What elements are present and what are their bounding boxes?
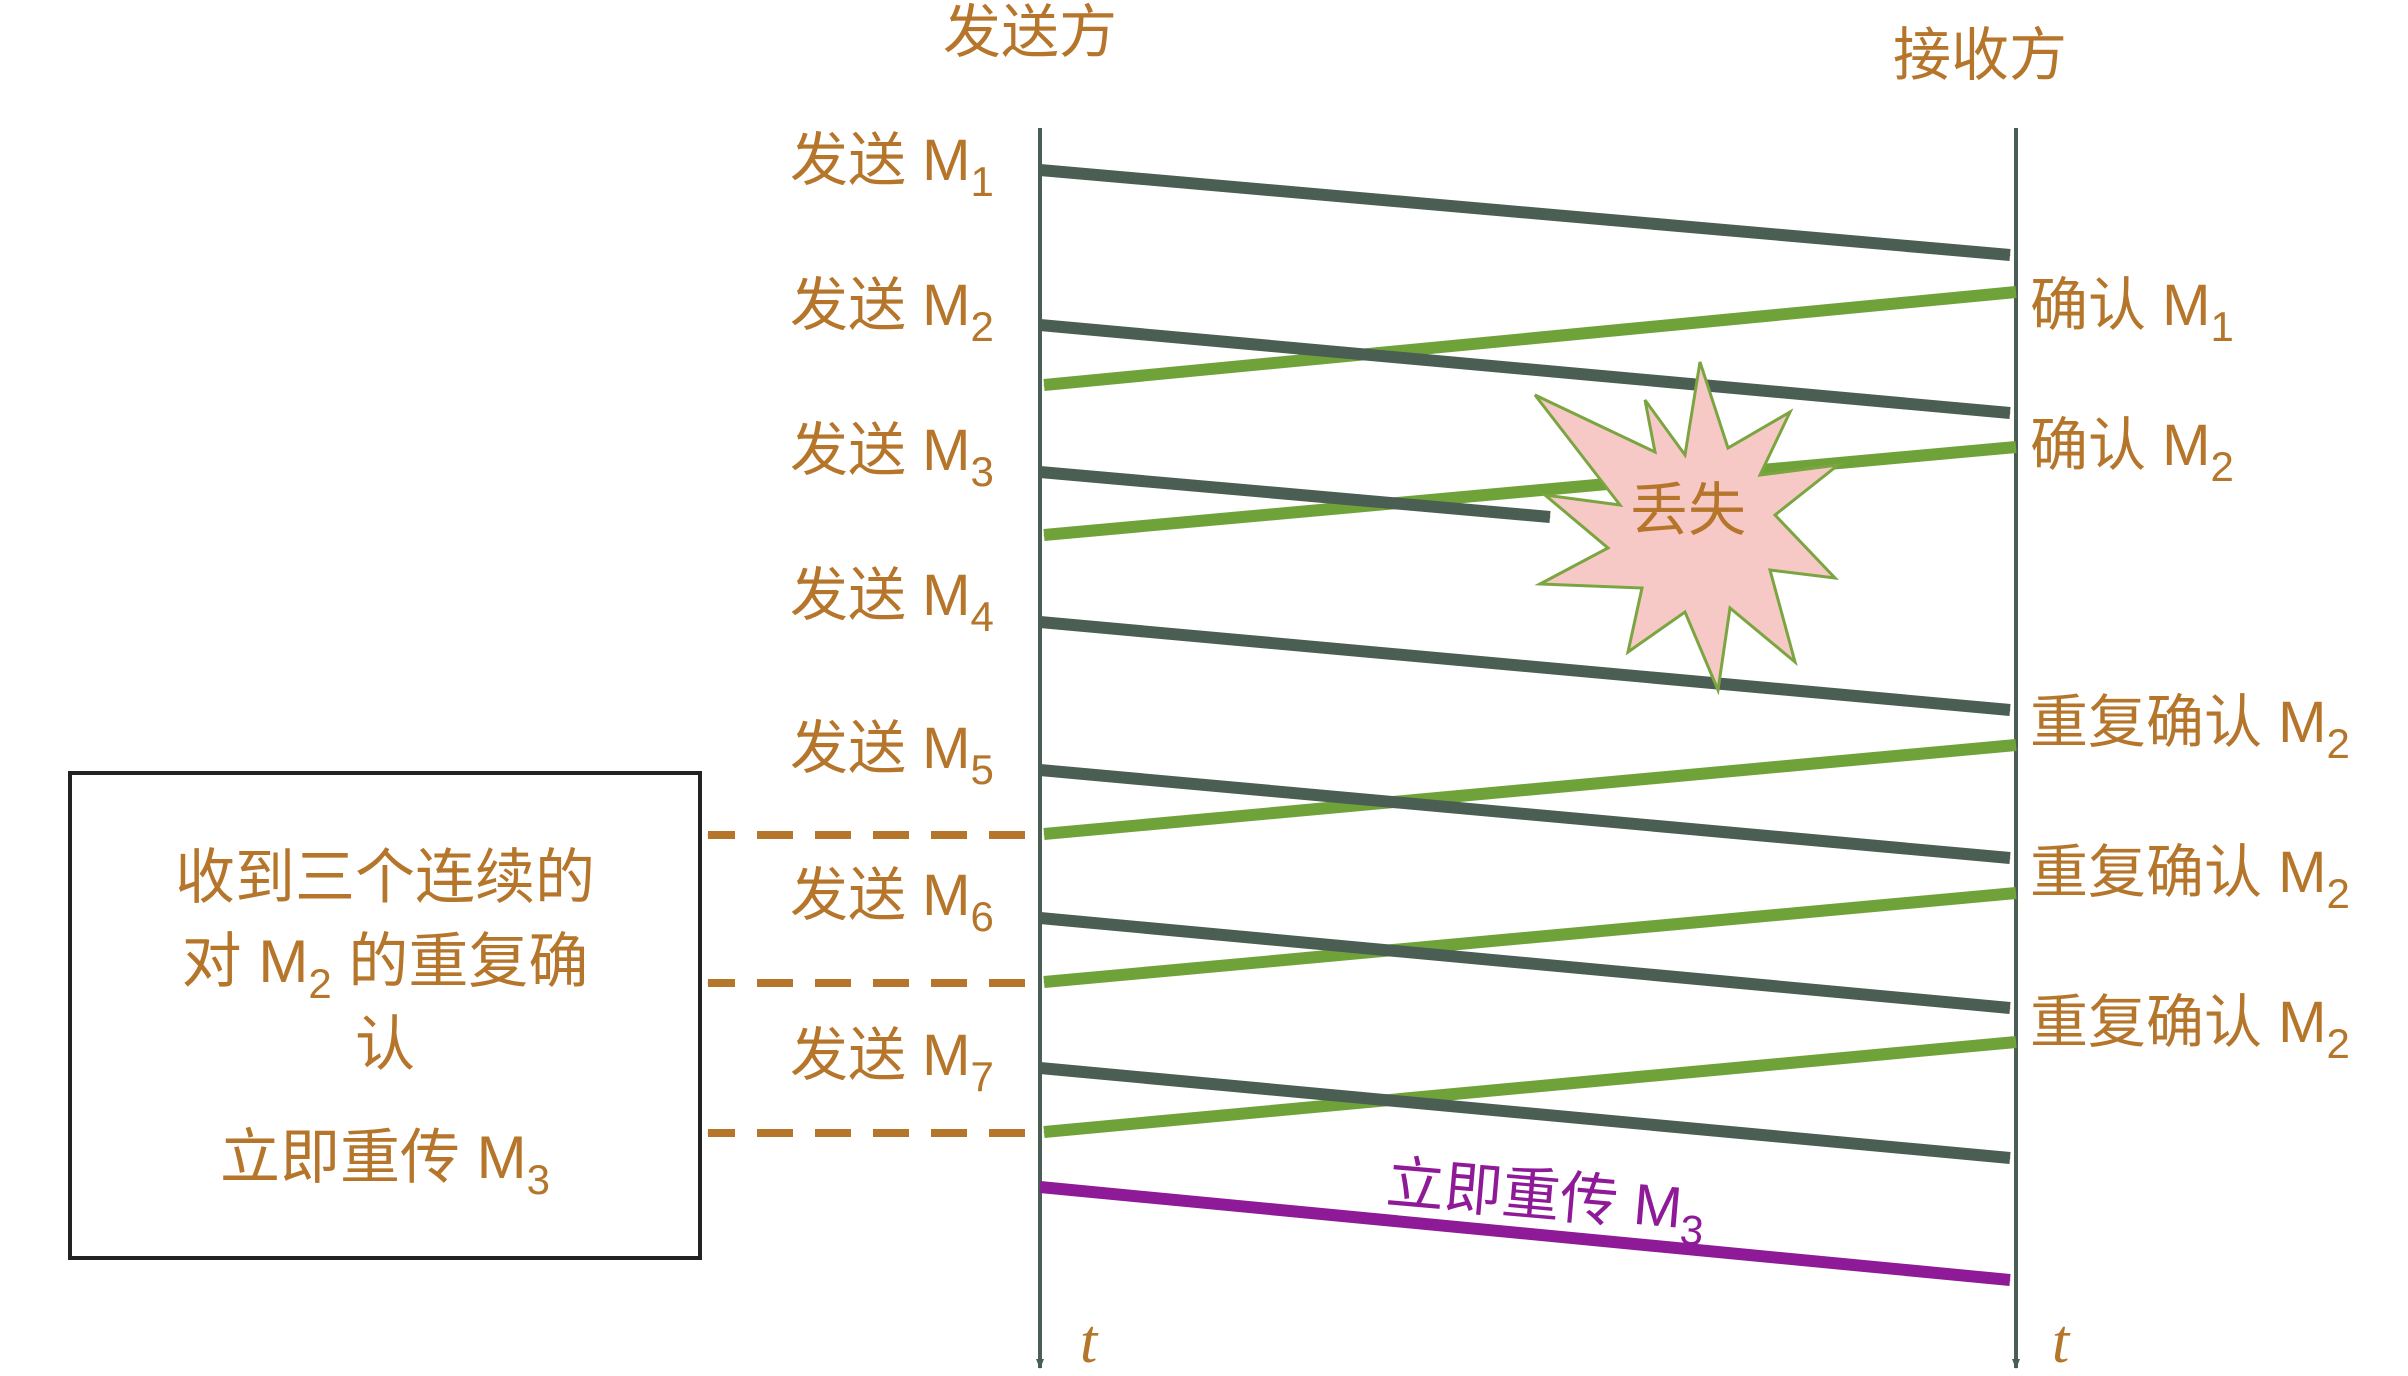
send-arrow-m2 — [1039, 319, 2011, 419]
sender-time-label: t — [1080, 1308, 1099, 1376]
send-label-m7: 发送 M7 — [790, 1023, 994, 1100]
send-arrow-m6 — [1039, 912, 2011, 1014]
send-arrow-m3-lost — [1039, 466, 1551, 523]
note-line-4: 立即重传 M3 — [220, 1124, 550, 1203]
send-label-m1: 发送 M1 — [790, 128, 994, 205]
retransmit-arrow-m3 — [1039, 1181, 2011, 1286]
send-label-m6: 发送 M6 — [790, 863, 994, 940]
ack-label-m1: 确认 M1 — [2030, 273, 2234, 350]
dup-ack-arrow-3 — [1043, 1036, 2017, 1138]
dup-ack-label-1: 重复确认 M2 — [2030, 690, 2350, 767]
note-line-1: 收到三个连续的 — [175, 844, 595, 911]
dup-ack-arrow-2 — [1043, 887, 2017, 988]
note-line-3: 认 — [355, 1011, 415, 1078]
ack-arrow-m1 — [1043, 286, 2017, 391]
send-label-m3: 发送 M3 — [790, 418, 994, 495]
send-label-m5: 发送 M5 — [790, 716, 994, 793]
send-arrow-m7 — [1039, 1062, 2011, 1164]
lost-label: 丢失 — [1630, 478, 1746, 543]
ack-arrow-m2 — [1043, 441, 2017, 541]
lost-burst-icon — [1533, 361, 1844, 696]
send-arrow-m1 — [1039, 164, 2011, 261]
dup-ack-arrow-1 — [1043, 739, 2017, 840]
send-label-m2: 发送 M2 — [790, 273, 994, 350]
send-label-m4: 发送 M4 — [790, 563, 994, 640]
sender-title: 发送方 — [943, 0, 1117, 65]
note-line-2: 对 M2 的重复确 — [182, 928, 589, 1007]
note-box — [68, 771, 702, 1260]
ack-label-m2: 确认 M2 — [2030, 413, 2234, 490]
send-arrow-m5 — [1039, 764, 2011, 864]
dup-ack-label-3: 重复确认 M2 — [2030, 990, 2350, 1067]
receiver-time-label: t — [2052, 1308, 2071, 1376]
dup-ack-label-2: 重复确认 M2 — [2030, 840, 2350, 917]
send-arrow-m4 — [1039, 616, 2011, 716]
receiver-title: 接收方 — [1893, 23, 2067, 88]
